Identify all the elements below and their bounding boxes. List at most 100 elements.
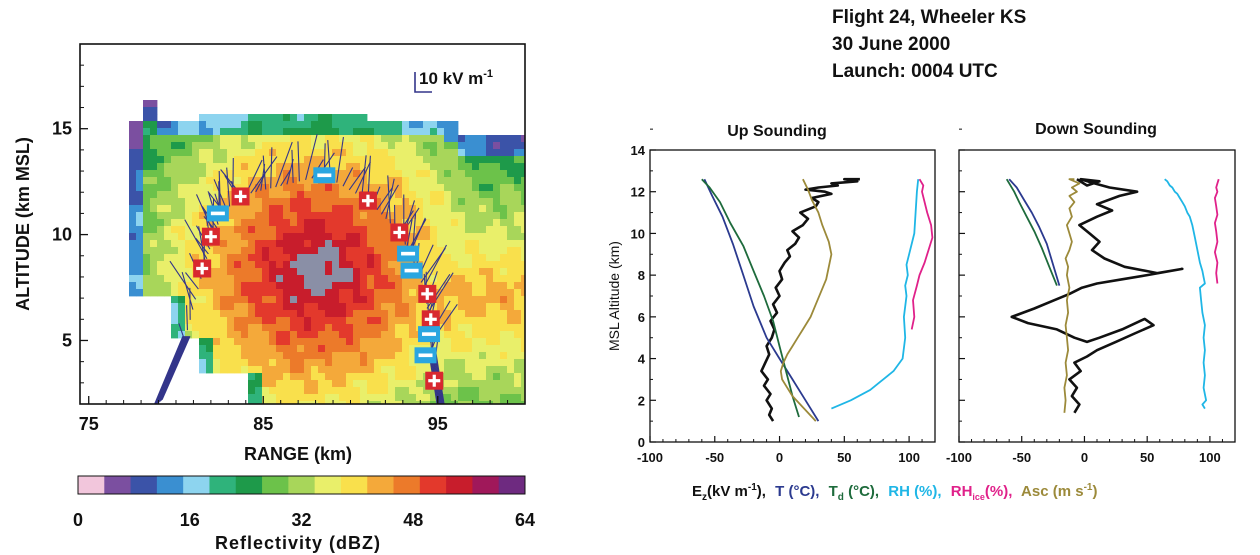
reflectivity-cell <box>521 247 525 255</box>
reflectivity-cell <box>472 170 480 178</box>
reflectivity-cell <box>486 387 494 395</box>
reflectivity-cell <box>465 317 473 325</box>
reflectivity-cell <box>346 303 354 311</box>
reflectivity-cell <box>479 289 487 297</box>
reflectivity-cell <box>339 226 347 234</box>
reflectivity-cell <box>283 359 291 367</box>
reflectivity-cell <box>283 324 291 332</box>
reflectivity-cell <box>276 317 284 325</box>
reflectivity-cell <box>451 177 459 185</box>
reflectivity-cell <box>304 114 312 122</box>
reflectivity-cell <box>444 296 452 304</box>
reflectivity-cell <box>367 128 375 136</box>
reflectivity-cell <box>479 401 487 404</box>
reflectivity-cell <box>318 380 326 388</box>
reflectivity-cell <box>493 177 501 185</box>
reflectivity-cell <box>423 401 431 404</box>
reflectivity-cell <box>346 289 354 297</box>
reflectivity-cell <box>220 366 228 374</box>
reflectivity-cell <box>472 282 480 290</box>
reflectivity-cell <box>500 156 508 164</box>
reflectivity-cell <box>514 289 522 297</box>
reflectivity-cell <box>444 177 452 185</box>
reflectivity-cell <box>234 345 242 353</box>
legend-rh: RH (%), <box>888 483 941 500</box>
reflectivity-cell <box>199 156 207 164</box>
reflectivity-cell <box>255 394 263 402</box>
series-line-rhice <box>1214 178 1220 284</box>
reflectivity-cell <box>241 261 249 269</box>
reflectivity-cell <box>150 184 158 192</box>
reflectivity-cell <box>157 177 165 185</box>
reflectivity-cell <box>514 373 522 381</box>
reflectivity-cell <box>430 247 438 255</box>
x-tick-label: -100 <box>946 450 972 465</box>
reflectivity-cell <box>269 261 277 269</box>
reflectivity-cell <box>262 163 270 171</box>
reflectivity-cell <box>192 156 200 164</box>
reflectivity-cell <box>262 247 270 255</box>
reflectivity-cell <box>339 177 347 185</box>
reflectivity-cell <box>185 170 193 178</box>
reflectivity-cell <box>381 247 389 255</box>
colorbar-swatch <box>78 476 105 494</box>
reflectivity-cell <box>472 387 480 395</box>
reflectivity-cell <box>262 191 270 199</box>
reflectivity-cell <box>143 282 151 290</box>
reflectivity-cell <box>374 331 382 339</box>
field-vector <box>157 335 188 404</box>
reflectivity-cell <box>507 317 515 325</box>
reflectivity-cell <box>150 163 158 171</box>
reflectivity-field <box>129 100 525 404</box>
radar-x-tick-label: 75 <box>79 414 99 434</box>
reflectivity-cell <box>402 135 410 143</box>
reflectivity-cell <box>500 219 508 227</box>
reflectivity-cell <box>304 401 312 404</box>
reflectivity-cell <box>199 191 207 199</box>
reflectivity-cell <box>339 303 347 311</box>
reflectivity-cell <box>465 401 473 404</box>
reflectivity-cell <box>143 135 151 143</box>
reflectivity-cell <box>297 380 305 388</box>
field-vector <box>155 336 186 404</box>
reflectivity-cell <box>164 282 172 290</box>
reflectivity-cell <box>311 212 319 220</box>
reflectivity-cell <box>206 317 214 325</box>
reflectivity-cell <box>150 289 158 297</box>
reflectivity-cell <box>514 401 522 404</box>
reflectivity-cell <box>493 352 501 360</box>
reflectivity-cell <box>129 156 137 164</box>
reflectivity-cell <box>423 394 431 402</box>
reflectivity-cell <box>493 401 501 404</box>
reflectivity-cell <box>507 268 515 276</box>
field-vector <box>160 335 190 401</box>
reflectivity-cell <box>283 156 291 164</box>
reflectivity-cell <box>437 156 445 164</box>
reflectivity-cell <box>444 387 452 395</box>
reflectivity-cell <box>157 282 165 290</box>
reflectivity-cell <box>500 331 508 339</box>
reflectivity-cell <box>521 275 525 283</box>
reflectivity-cell <box>262 135 270 143</box>
reflectivity-cell <box>451 303 459 311</box>
colorbar-swatch <box>498 476 526 494</box>
reflectivity-cell <box>458 380 466 388</box>
reflectivity-cell <box>136 121 144 129</box>
field-vector <box>305 134 318 180</box>
reflectivity-cell <box>332 261 340 269</box>
reflectivity-cell <box>304 310 312 318</box>
reflectivity-cell <box>304 394 312 402</box>
reflectivity-cell <box>290 366 298 374</box>
reflectivity-cell <box>486 296 494 304</box>
reflectivity-cell <box>178 254 186 262</box>
reflectivity-cell <box>353 310 361 318</box>
reflectivity-cell <box>164 163 172 171</box>
reflectivity-cell <box>206 247 214 255</box>
reflectivity-cell <box>150 268 158 276</box>
reflectivity-cell <box>227 219 235 227</box>
reflectivity-cell <box>444 359 452 367</box>
reflectivity-cell <box>227 345 235 353</box>
reflectivity-cell <box>234 268 242 276</box>
colorbar-swatch <box>393 476 421 494</box>
reflectivity-cell <box>276 191 284 199</box>
